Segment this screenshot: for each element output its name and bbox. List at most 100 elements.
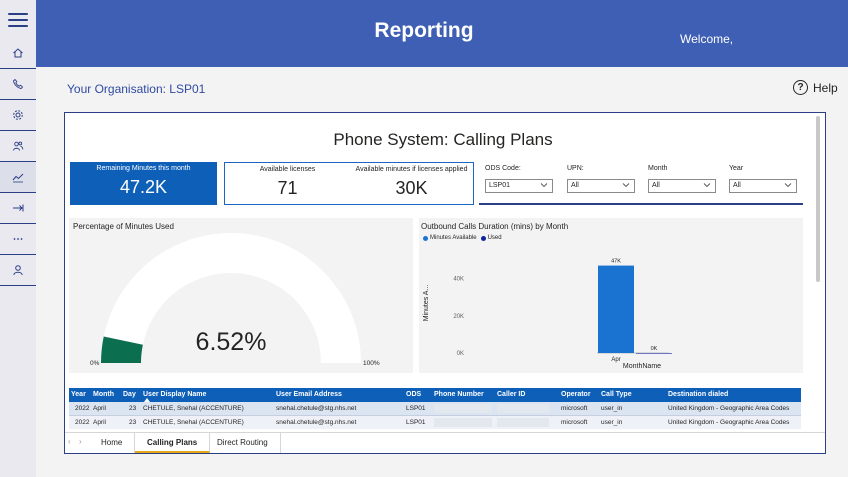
kpi-remaining-minutes-card: Remaining Minutes this month 47.2K xyxy=(70,162,217,205)
filter-label: ODS Code: xyxy=(485,165,521,172)
x-axis-label: MonthName xyxy=(623,363,661,370)
legend-dot xyxy=(423,235,428,241)
chart-icon[interactable] xyxy=(0,162,36,193)
column-header-caller-id[interactable]: Caller ID xyxy=(497,391,526,398)
dropdown-value: All xyxy=(571,182,579,189)
column-header-month[interactable]: Month xyxy=(93,391,114,398)
vertical-scrollbar[interactable] xyxy=(816,116,820,282)
tab-next-icon[interactable]: › xyxy=(79,437,82,446)
cell-user-display-name: CHETULE, Snehal (ACCENTURE) xyxy=(143,405,244,412)
organisation-label: Your Organisation: LSP01 xyxy=(67,82,206,96)
legend-item-minutes-available[interactable]: Minutes Available xyxy=(423,235,477,241)
column-header-user-email[interactable]: User Email Address xyxy=(276,391,342,398)
hamburger-menu-icon[interactable] xyxy=(8,13,28,31)
redacted-phone-number xyxy=(434,404,492,413)
users-icon[interactable] xyxy=(0,131,36,162)
legend-label: Used xyxy=(487,235,502,241)
chevron-down-icon xyxy=(703,183,711,188)
cell-month: April xyxy=(93,405,107,412)
sidebar xyxy=(0,0,36,477)
user-icon[interactable] xyxy=(0,255,36,286)
gauge-max-label: 100% xyxy=(363,360,380,367)
cell-operator: microsoft xyxy=(561,405,588,412)
kpi-licenses-label: Available licenses xyxy=(259,166,316,173)
gauge-track xyxy=(101,233,361,363)
dropdown-value: LSP01 xyxy=(489,182,511,189)
tab-direct-routing[interactable]: Direct Routing xyxy=(205,433,281,453)
bar-layer: 0K 20K 40K 47K 0K Apr xyxy=(453,259,672,363)
y-tick-label: 20K xyxy=(453,314,464,320)
column-header-phone-number[interactable]: Phone Number xyxy=(434,391,484,398)
sort-ascending-icon xyxy=(144,398,150,402)
y-tick-label: 40K xyxy=(453,277,464,283)
kpi-licenses-value: 71 xyxy=(277,178,298,198)
tab-calling-plans[interactable]: Calling Plans xyxy=(135,433,211,453)
call-records-table: Year Month Day User Display Name User Em… xyxy=(69,388,801,429)
cell-user-display-name: CHETULE, Snehal (ACCENTURE) xyxy=(143,419,244,426)
cell-day: 23 xyxy=(129,405,137,412)
upn-dropdown[interactable]: All xyxy=(567,179,635,193)
gauge-fill xyxy=(101,336,143,363)
help-label: Help xyxy=(813,80,838,95)
redacted-phone-number xyxy=(434,418,492,427)
gauge-value: 6.52% xyxy=(196,328,267,356)
cell-ods: LSP01 xyxy=(406,419,426,426)
month-dropdown[interactable]: All xyxy=(648,179,716,193)
cell-call-type: user_in xyxy=(601,405,623,412)
column-header-user-display-name[interactable]: User Display Name xyxy=(143,391,207,398)
bar-minutes-available[interactable] xyxy=(598,265,634,353)
column-header-destination[interactable]: Destination dialed xyxy=(668,391,729,398)
ods-code-dropdown[interactable]: LSP01 xyxy=(485,179,553,193)
year-dropdown[interactable]: All xyxy=(729,179,797,193)
kpi-minutes-applied-label: Available minutes if licenses applied xyxy=(355,166,468,173)
tab-home[interactable]: Home xyxy=(89,433,136,453)
cell-month: April xyxy=(93,419,107,426)
bar-data-label: 47K xyxy=(611,259,621,265)
column-header-year[interactable]: Year xyxy=(71,391,86,398)
tab-prev-icon[interactable]: ‹ xyxy=(68,437,71,446)
y-tick-label: 0K xyxy=(457,351,464,357)
chevron-down-icon xyxy=(540,183,548,188)
arrow-right-icon[interactable] xyxy=(0,193,36,224)
cell-year: 2022 xyxy=(75,419,90,426)
table-row[interactable]: 2022 April 23 CHETULE, Snehal (ACCENTURE… xyxy=(69,416,801,429)
redacted-caller-id xyxy=(497,418,549,427)
filter-ods-code: ODS Code: LSP01 xyxy=(485,165,553,193)
bar-chart-panel: Outbound Calls Duration (mins) by Month … xyxy=(419,218,803,373)
legend-item-used[interactable]: Used xyxy=(480,235,502,241)
dropdown-value: All xyxy=(733,182,741,189)
home-icon[interactable] xyxy=(0,38,36,69)
filter-bar: ODS Code: LSP01 UPN: All Month All Year … xyxy=(479,162,803,205)
cell-ods: LSP01 xyxy=(406,405,426,412)
legend-dot xyxy=(480,235,486,241)
table-header-row: Year Month Day User Display Name User Em… xyxy=(69,388,801,402)
filter-label: Year xyxy=(729,165,744,172)
bar-used[interactable] xyxy=(636,353,672,354)
bar-chart-title: Outbound Calls Duration (mins) by Month xyxy=(421,222,569,231)
table-row[interactable]: 2022 April 23 CHETULE, Snehal (ACCENTURE… xyxy=(69,402,801,415)
row-divider xyxy=(69,415,801,416)
x-tick-label: Apr xyxy=(611,357,620,363)
column-header-day[interactable]: Day xyxy=(123,391,136,398)
help-icon: ? xyxy=(793,80,808,95)
column-header-operator[interactable]: Operator xyxy=(561,391,591,398)
cell-operator: microsoft xyxy=(561,419,588,426)
chevron-down-icon xyxy=(622,183,630,188)
filter-label: Month xyxy=(648,165,668,172)
gauge-title: Percentage of Minutes Used xyxy=(73,222,174,231)
cell-destination: United Kingdom - Geographic Area Codes xyxy=(668,419,790,426)
column-header-ods[interactable]: ODS xyxy=(406,391,422,398)
phone-icon[interactable] xyxy=(0,69,36,100)
y-axis-label: Minutes A... xyxy=(423,285,430,322)
more-icon[interactable] xyxy=(0,224,36,255)
gauge-chart: 6.52% 0% 100% xyxy=(90,233,380,367)
kpi-minutes-applied-value: 30K xyxy=(395,178,428,198)
kpi-remaining-label: Remaining Minutes this month xyxy=(96,165,191,172)
bar-data-label: 0K xyxy=(651,346,658,352)
settings-icon[interactable] xyxy=(0,100,36,131)
welcome-text: Welcome, xyxy=(680,32,734,46)
filter-upn: UPN: All xyxy=(567,165,635,193)
help-button[interactable]: ? Help xyxy=(793,80,838,95)
kpi-licenses: Available licenses 71 xyxy=(225,166,350,199)
column-header-call-type[interactable]: Call Type xyxy=(601,391,632,398)
